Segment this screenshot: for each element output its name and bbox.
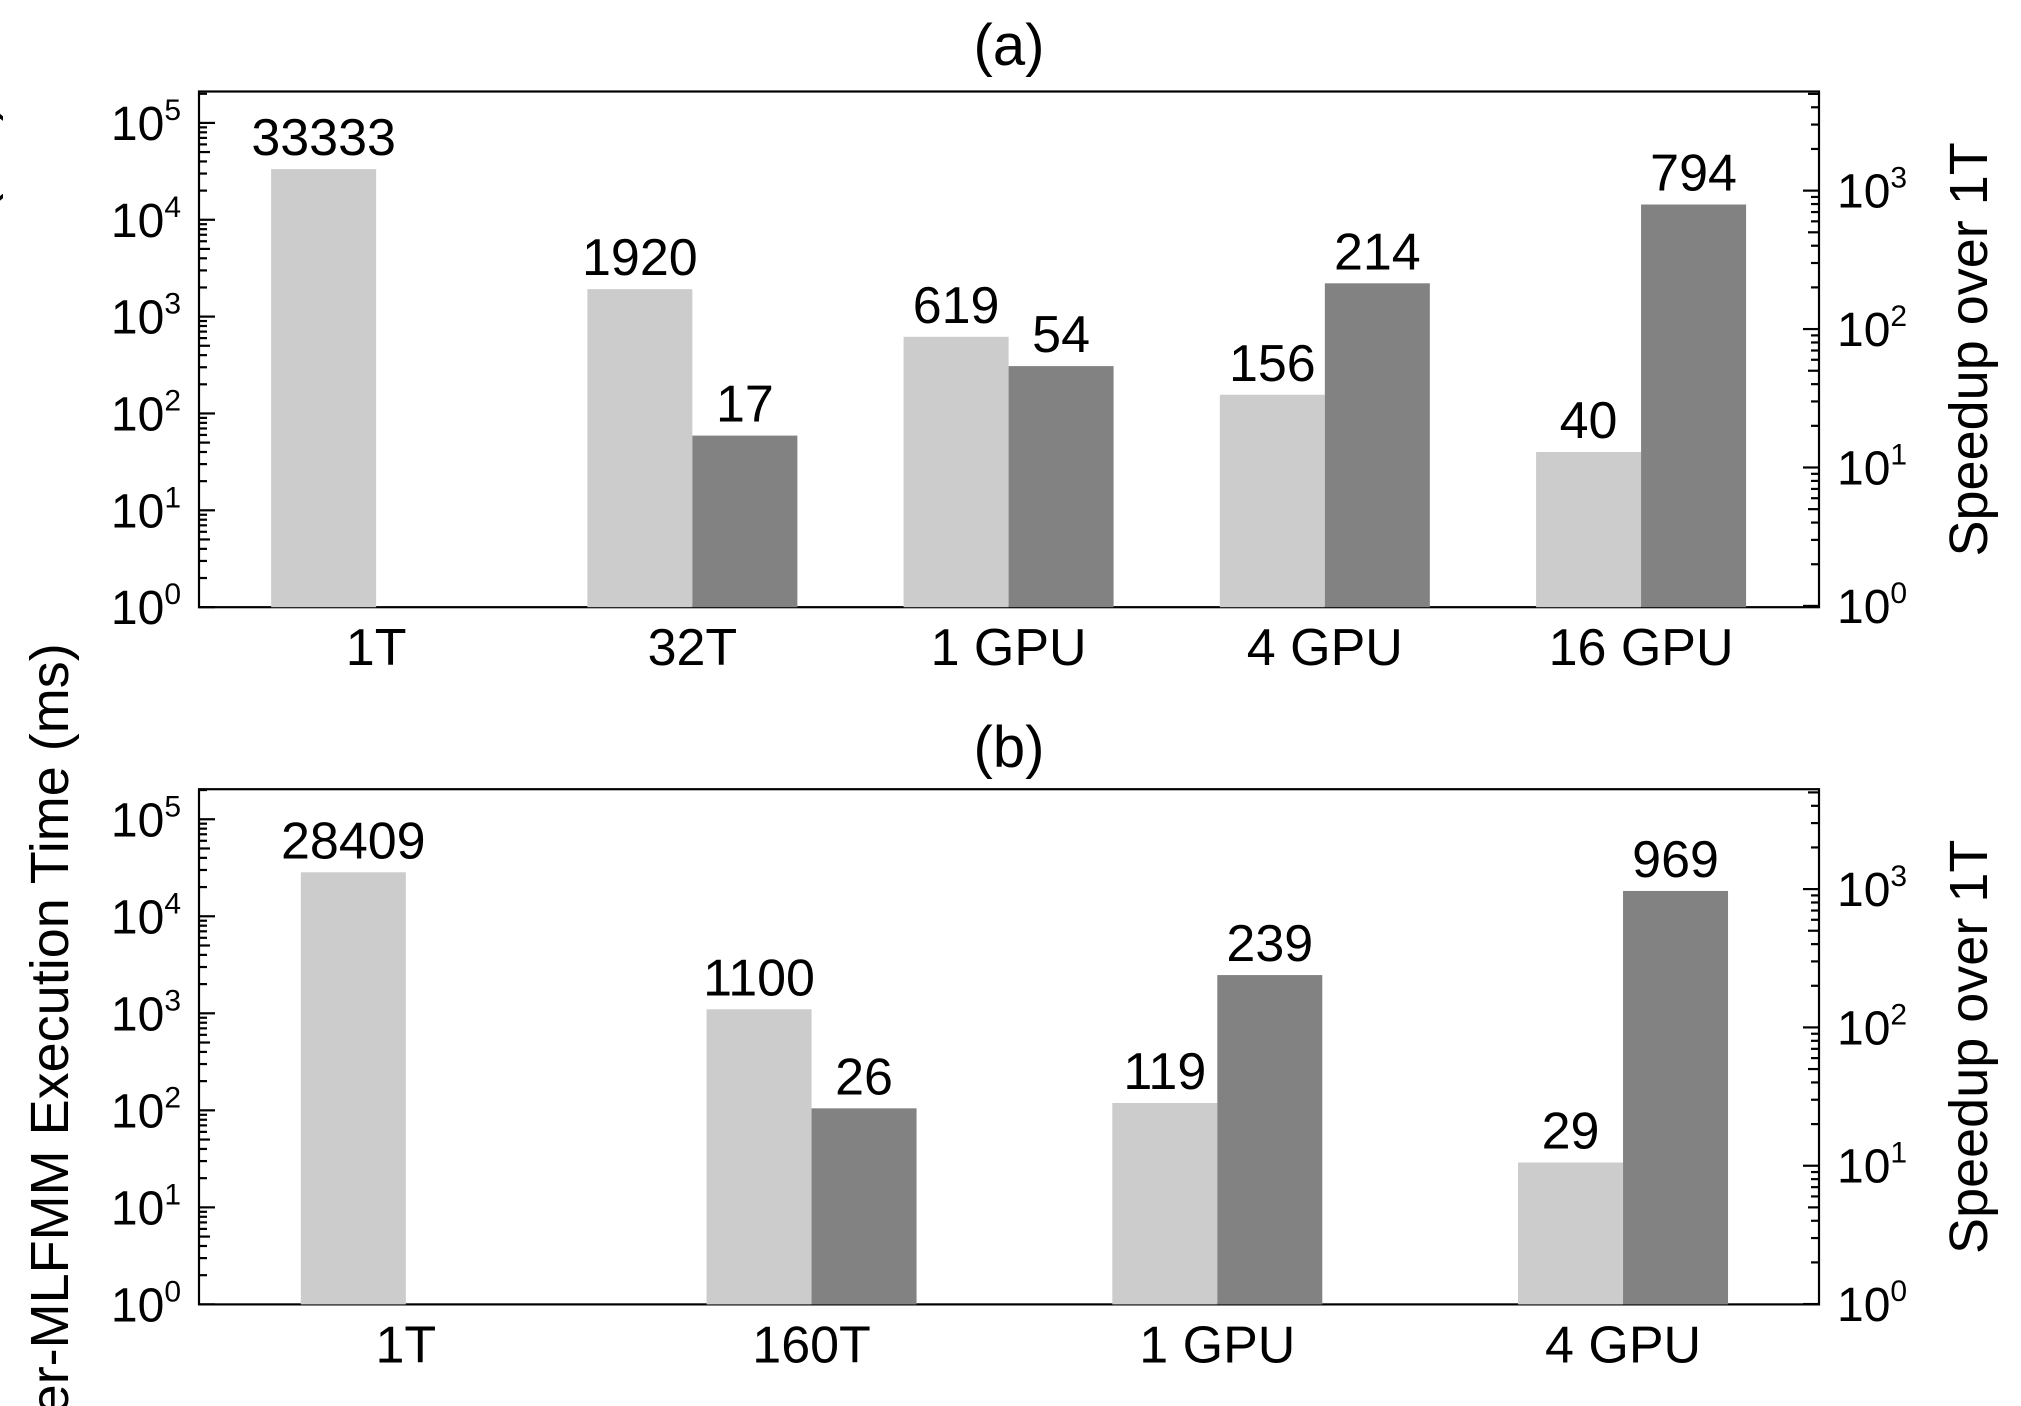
svg-text:1100: 1100 [703, 949, 815, 1007]
svg-text:969: 969 [1632, 831, 1719, 889]
svg-text:4 GPU: 4 GPU [1247, 619, 1403, 677]
svg-text:Speedup over 1T: Speedup over 1T [1939, 840, 1999, 1254]
svg-text:33333: 33333 [251, 109, 396, 167]
svg-text:16 GPU: 16 GPU [1549, 619, 1734, 677]
svg-text:Execution Time (ms): Execution Time (ms) [0, 103, 4, 595]
svg-text:160T: 160T [752, 1316, 871, 1374]
svg-text:(a): (a) [974, 13, 1045, 78]
svg-text:239: 239 [1226, 915, 1313, 973]
svg-text:214: 214 [1334, 223, 1421, 281]
svg-text:794: 794 [1650, 145, 1737, 203]
svg-text:Per-MLFMM Execution Time (ms): Per-MLFMM Execution Time (ms) [20, 643, 80, 1406]
svg-text:28409: 28409 [281, 812, 426, 870]
svg-text:4 GPU: 4 GPU [1545, 1316, 1701, 1374]
svg-text:119: 119 [1123, 1043, 1206, 1101]
svg-text:1920: 1920 [582, 229, 698, 287]
svg-text:1 GPU: 1 GPU [1139, 1316, 1295, 1374]
svg-text:(b): (b) [974, 715, 1045, 780]
svg-text:17: 17 [716, 376, 774, 434]
svg-text:32T: 32T [648, 619, 738, 677]
svg-text:Speedup over 1T: Speedup over 1T [1939, 142, 1999, 556]
svg-text:26: 26 [835, 1048, 893, 1106]
svg-text:40: 40 [1560, 392, 1618, 450]
svg-text:29: 29 [1542, 1103, 1600, 1161]
svg-text:619: 619 [913, 277, 1000, 335]
svg-text:1T: 1T [346, 619, 407, 677]
svg-text:54: 54 [1032, 306, 1090, 364]
svg-text:156: 156 [1229, 335, 1316, 393]
svg-text:1 GPU: 1 GPU [931, 619, 1087, 677]
svg-text:1T: 1T [375, 1316, 436, 1374]
